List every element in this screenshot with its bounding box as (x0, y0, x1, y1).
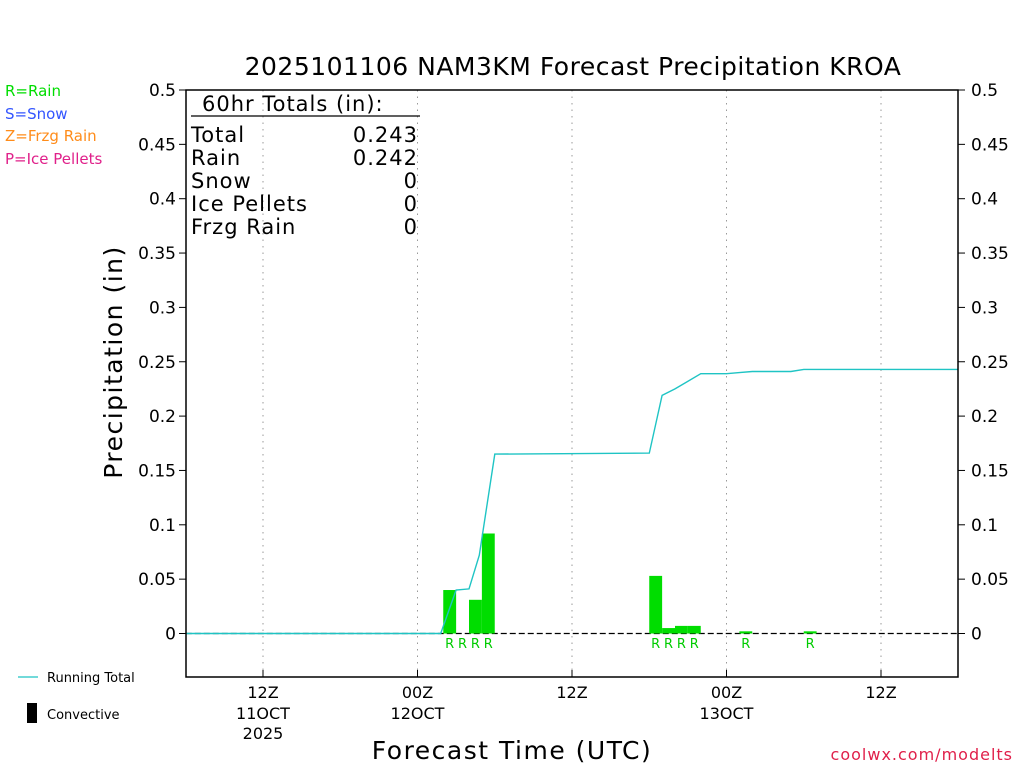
site-credit: coolwx.com/modelts (831, 745, 1013, 764)
totals-value-snow: 0 (404, 169, 418, 193)
y-tick-label: 0.5 (149, 81, 176, 101)
precip-bar (481, 533, 495, 634)
bar-type-label: R (458, 637, 467, 652)
y-tick-label: 0.05 (138, 570, 176, 590)
y-tick-label: 0.35 (138, 244, 176, 264)
precip-bar (739, 631, 753, 634)
totals-label-total: Total (190, 123, 245, 147)
x-tick-date: 11OCT (236, 704, 290, 723)
bar-type-label: R (664, 637, 673, 652)
y-axis-right: 0.5 0.45 0.4 0.35 0.3 0.25 0.2 0.15 0.1 0.05 0 (958, 81, 1009, 645)
bar-type-label: R (471, 637, 480, 652)
totals-label-frzg-rain: Frzg Rain (191, 215, 296, 239)
x-tick-date: 13OCT (700, 704, 754, 723)
bar-type-label: R (651, 637, 660, 652)
legend-snow: S=Snow (5, 105, 68, 123)
legend-ice-pellets: P=Ice Pellets (5, 150, 102, 168)
precip-bar (687, 625, 701, 634)
totals-label-ice-pellets: Ice Pellets (191, 192, 308, 216)
bottom-legend: Running Total Convective (18, 671, 135, 723)
bar-type-label: R (484, 637, 493, 652)
x-tick-label: 00Z (711, 683, 742, 702)
y-tick-label-right: 0.25 (971, 353, 1009, 373)
gridlines (262, 90, 882, 677)
totals-box: 60hr Totals (in): Total 0.243 Rain 0.242… (190, 92, 420, 239)
precip-bar (675, 625, 688, 634)
x-tick-label: 12Z (247, 683, 278, 702)
y-tick-label: 0.25 (138, 353, 176, 373)
y-tick-label: 0.1 (149, 516, 176, 536)
y-tick-label: 0.2 (149, 407, 176, 427)
x-tick-label: 12Z (556, 683, 587, 702)
legend-frzg-rain: Z=Frzg Rain (5, 127, 97, 145)
x-tick-label: 12Z (865, 683, 896, 702)
totals-value-ice-pellets: 0 (404, 192, 418, 216)
totals-label-rain: Rain (191, 146, 241, 170)
x-tick-label: 00Z (402, 683, 433, 702)
chart-title: 2025101106 NAM3KM Forecast Precipitation… (245, 52, 902, 81)
convective-swatch (27, 703, 37, 723)
y-tick-label-right: 0.15 (971, 461, 1009, 481)
y-tick-label: 0.45 (138, 135, 176, 155)
y-tick-label: 0.4 (149, 190, 176, 210)
precip-bar (803, 631, 817, 634)
x-tick-date: 12OCT (391, 704, 445, 723)
bar-type-label: R (741, 637, 750, 652)
y-tick-label-right: 0.5 (971, 81, 998, 101)
y-tick-label: 0.15 (138, 461, 176, 481)
totals-value-total: 0.243 (353, 123, 418, 147)
y-tick-label: 0.3 (149, 298, 176, 318)
y-tick-label: 0 (165, 625, 176, 645)
precip-bars (443, 533, 817, 634)
y-axis-left: 0.5 0.45 0.4 0.35 0.3 0.25 0.2 0.15 0.1 0.05 0 (138, 81, 186, 645)
precip-bar (469, 599, 482, 634)
y-tick-label-right: 0.1 (971, 516, 998, 536)
y-tick-label-right: 0.4 (971, 190, 998, 210)
totals-value-rain: 0.242 (353, 146, 418, 170)
y-axis-label: Precipitation (in) (99, 245, 128, 479)
totals-header: 60hr Totals (in): (202, 92, 384, 116)
totals-label-snow: Snow (191, 169, 252, 193)
y-tick-label-right: 0.35 (971, 244, 1009, 264)
totals-value-frzg-rain: 0 (404, 215, 418, 239)
x-axis-label: Forecast Time (UTC) (372, 736, 652, 765)
y-tick-label-right: 0 (971, 625, 982, 645)
bar-type-label: R (445, 637, 454, 652)
bar-type-label: R (677, 637, 686, 652)
y-tick-label-right: 0.45 (971, 135, 1009, 155)
y-tick-label-right: 0.3 (971, 298, 998, 318)
bar-type-label: R (806, 637, 815, 652)
running-total-legend: Running Total (47, 671, 135, 686)
precip-bar (662, 628, 675, 634)
y-tick-label-right: 0.05 (971, 570, 1009, 590)
bar-type-label: R (690, 637, 699, 652)
legend-rain: R=Rain (5, 82, 61, 100)
type-legend: R=Rain S=Snow Z=Frzg Rain P=Ice Pellets (5, 82, 102, 168)
running-total-line (185, 368, 959, 635)
convective-legend: Convective (47, 708, 120, 723)
x-tick-year: 2025 (243, 724, 284, 743)
y-tick-label-right: 0.2 (971, 407, 998, 427)
precip-bar (649, 575, 663, 634)
